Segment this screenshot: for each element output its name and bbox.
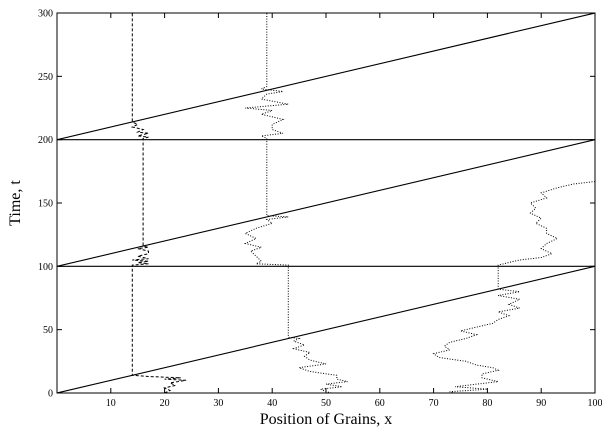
x-tick-label: 80: [482, 398, 492, 409]
x-tick-label: 30: [213, 398, 223, 409]
y-tick-label: 0: [48, 389, 53, 400]
x-tick-label: 20: [160, 398, 170, 409]
y-tick-label: 150: [38, 199, 53, 210]
y-tick-label: 200: [38, 135, 53, 146]
trajectory-line-3: [432, 181, 595, 393]
y-tick-label: 300: [38, 9, 53, 20]
boundary-line-5: [57, 13, 595, 141]
x-tick-label: 40: [267, 398, 277, 409]
trajectory-line-1: [130, 13, 187, 393]
y-tick-label: 50: [43, 325, 53, 336]
x-axis-label: Position of Grains, x: [260, 411, 392, 428]
ticks: 10 20 30 40 50 60 70 80 90 100 0 50 100 150 200 250 300: [38, 9, 602, 410]
boundary-lines: [57, 13, 595, 393]
trajectory-line-2: [243, 13, 348, 393]
boundary-line-3: [57, 139, 595, 267]
x-tick-label: 50: [321, 398, 331, 409]
x-tick-label: 10: [106, 398, 116, 409]
x-tick-label: 60: [375, 398, 385, 409]
x-tick-label: 90: [536, 398, 546, 409]
boundary-line-1: [57, 265, 595, 393]
x-tick-label: 100: [588, 398, 602, 409]
y-axis-label: Time, t: [7, 180, 24, 226]
y-tick-label: 100: [38, 262, 53, 273]
x-tick-label: 70: [429, 398, 439, 409]
y-tick-label: 250: [38, 72, 53, 83]
data-series: [130, 13, 595, 393]
